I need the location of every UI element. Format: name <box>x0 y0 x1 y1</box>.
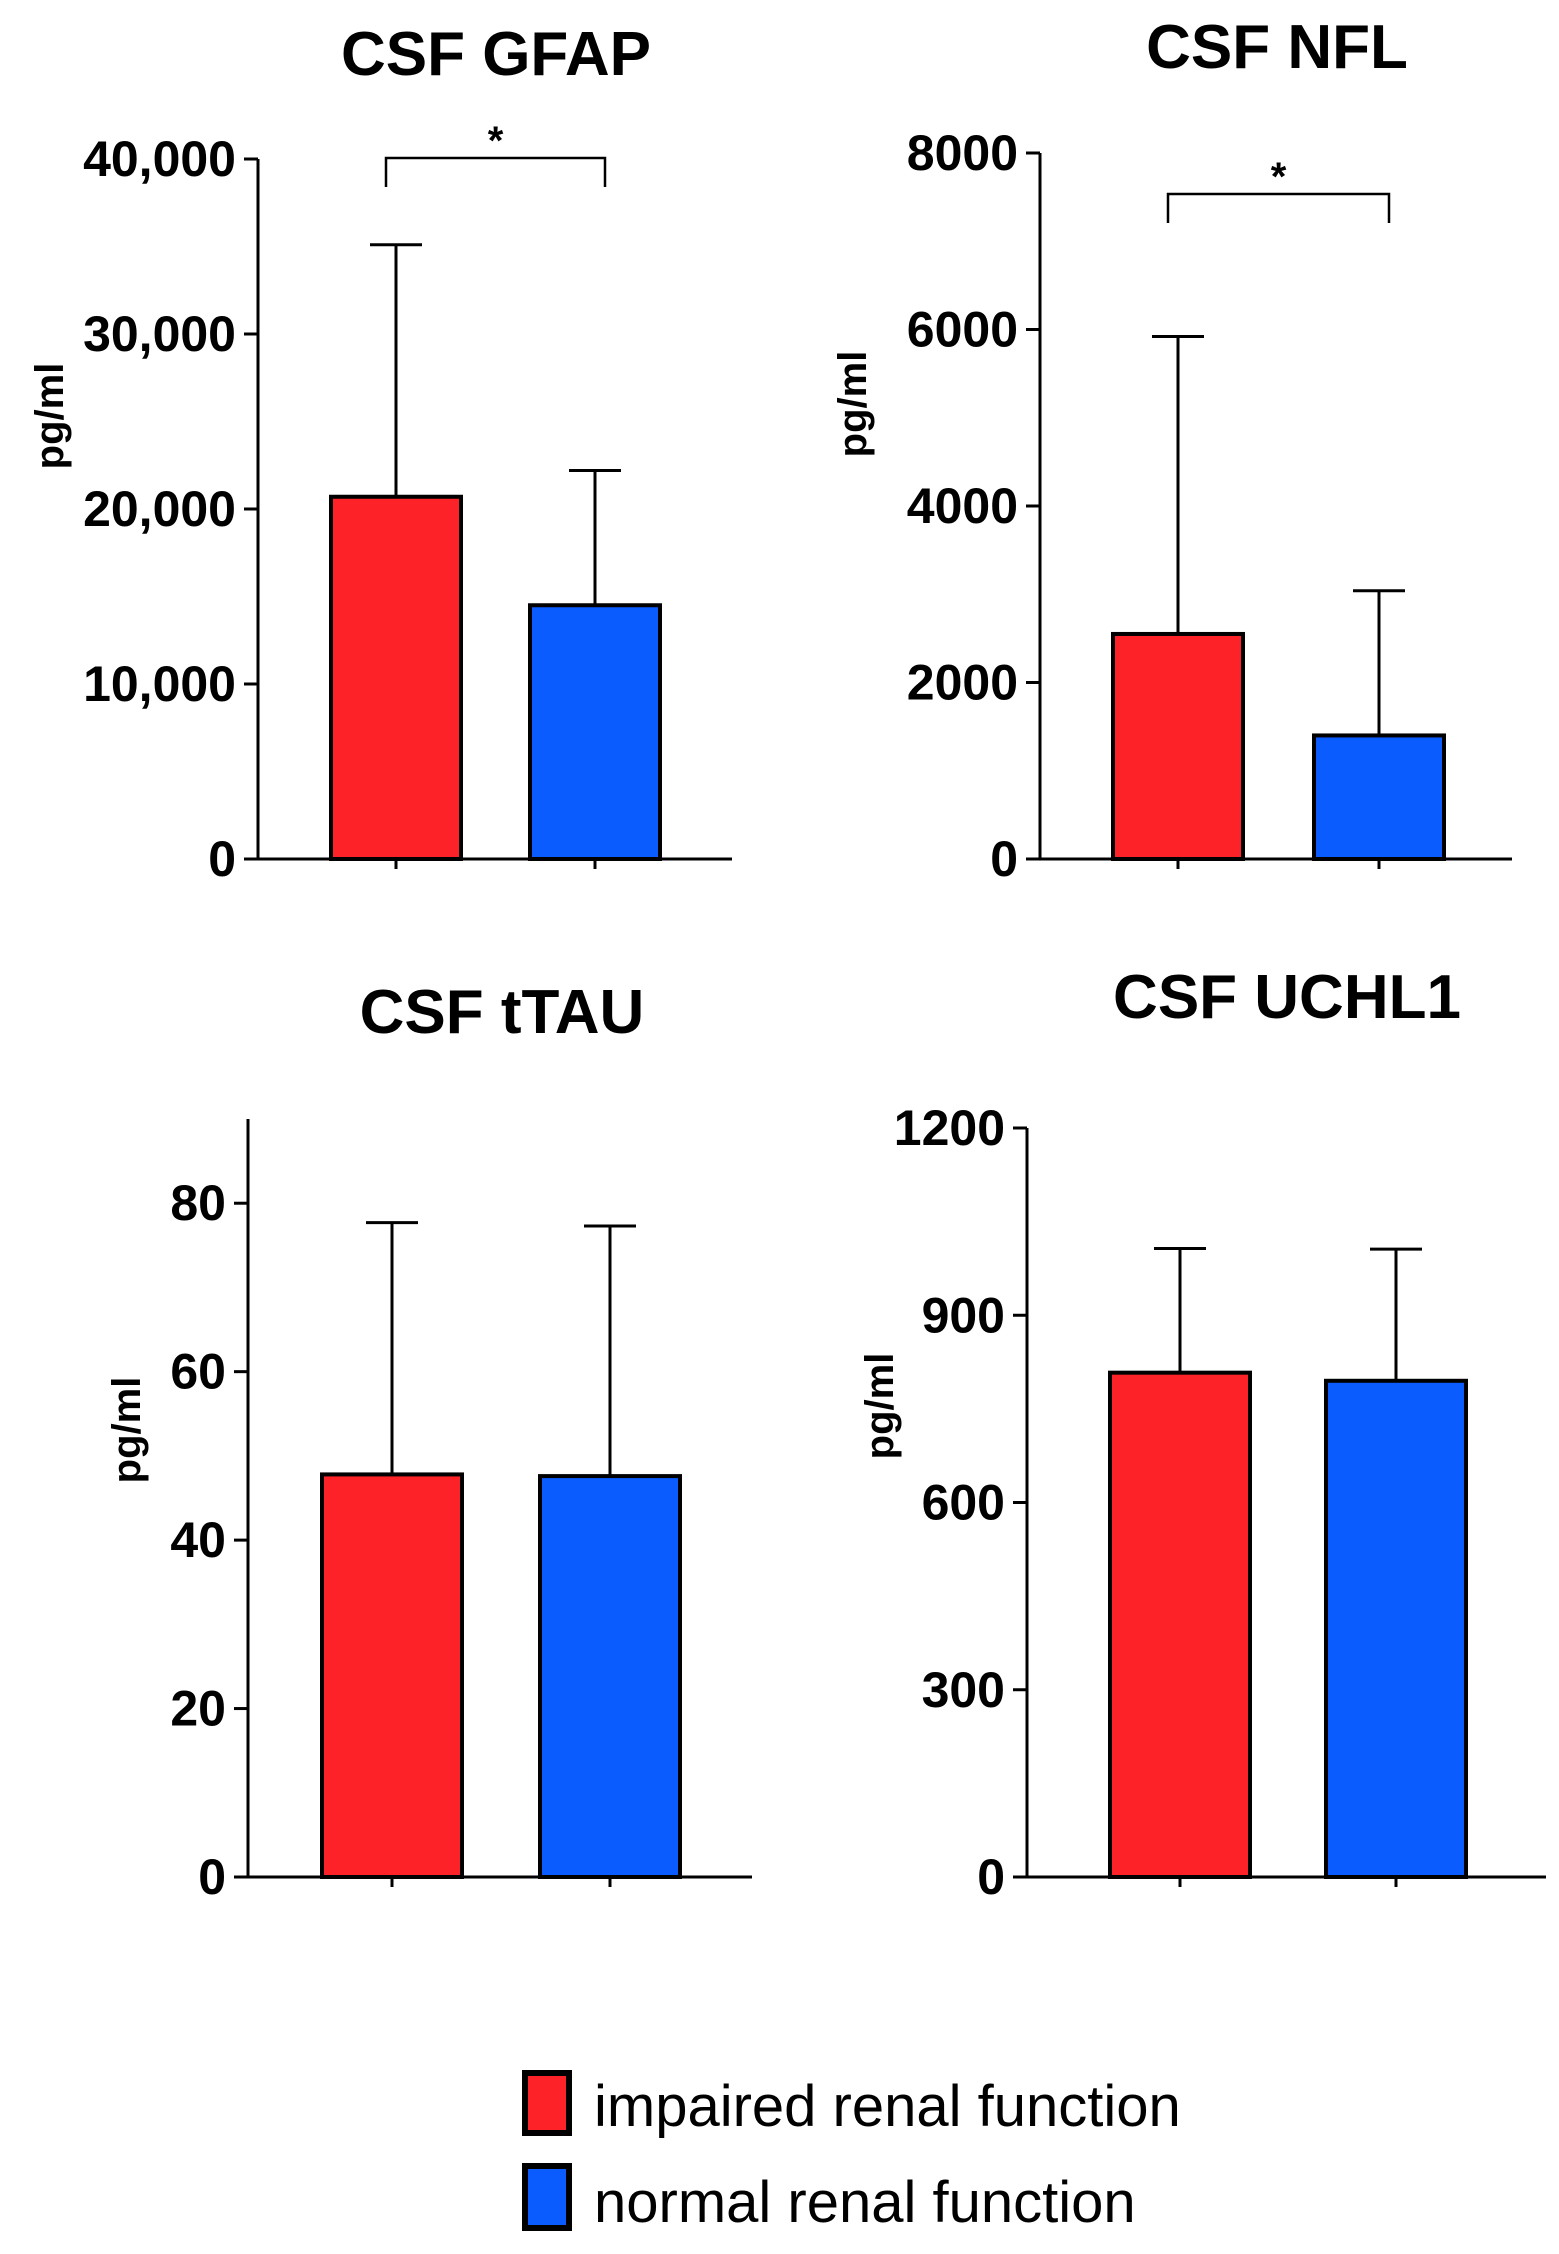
y-tick-label-ttau: 40 <box>170 1512 226 1568</box>
y-axis-label-gfap: pg/ml <box>28 363 72 470</box>
chart-title-nfl: CSF NFL <box>1146 13 1408 82</box>
y-tick-label-uchl1: 300 <box>922 1662 1005 1718</box>
significance-bracket-nfl <box>1166 192 1391 223</box>
chart-panel-gfap: CSF GFAP pg/ml 0 10,000 20,000 30,000 40,000… <box>28 20 732 887</box>
plot-area-ttau: 0 20 40 60 80 <box>170 1119 752 1905</box>
bar-impaired <box>1108 1370 1252 1879</box>
plot-area-nfl: 0 2000 4000 6000 8000 * <box>907 125 1512 887</box>
y-tick-label-nfl: 0 <box>990 831 1018 887</box>
y-tick-label-uchl1: 600 <box>922 1475 1005 1531</box>
bar-normal <box>1324 1378 1468 1879</box>
bar-impaired <box>1111 631 1245 862</box>
y-tick-label-ttau: 0 <box>198 1849 226 1905</box>
legend-label-normal: normal renal function <box>594 2170 1136 2235</box>
chart-panel-nfl: CSF NFL pg/ml 0 2000 4000 6000 8000 * <box>831 13 1512 887</box>
y-tick-label-uchl1: 1200 <box>894 1100 1005 1156</box>
y-tick-label-nfl: 4000 <box>907 478 1018 534</box>
y-tick-label-ttau: 60 <box>170 1344 226 1400</box>
y-axis-label-nfl: pg/ml <box>831 351 875 458</box>
legend-swatch-impaired <box>522 2070 572 2136</box>
legend-label-impaired: impaired renal function <box>594 2074 1181 2139</box>
bar-impaired <box>320 1472 464 1879</box>
plot-area-gfap: 0 10,000 20,000 30,000 40,000 * <box>83 119 732 887</box>
legend: impaired renal function normal renal fun… <box>522 2070 1181 2235</box>
bar-normal <box>528 603 662 861</box>
chart-panel-ttau: CSF tTAU pg/ml 0 20 40 60 80 <box>105 978 752 1905</box>
y-tick-label-ttau: 20 <box>170 1681 226 1737</box>
y-tick-label-gfap: 20,000 <box>83 481 236 537</box>
bar-normal <box>538 1474 682 1879</box>
y-tick-label-uchl1: 900 <box>922 1287 1005 1343</box>
y-tick-label-ttau: 80 <box>170 1175 226 1231</box>
y-tick-label-gfap: 0 <box>208 831 236 887</box>
significance-marker-gfap: * <box>488 119 504 163</box>
chart-panel-uchl1: CSF UCHL1 pg/ml 0 300 600 900 1200 <box>858 963 1546 1905</box>
y-axis-label-ttau: pg/ml <box>105 1377 149 1484</box>
chart-title-ttau: CSF tTAU <box>360 978 645 1047</box>
y-tick-label-uchl1: 0 <box>977 1849 1005 1905</box>
y-tick-label-nfl: 2000 <box>907 655 1018 711</box>
plot-area-uchl1: 0 300 600 900 1200 <box>894 1100 1546 1905</box>
chart-title-uchl1: CSF UCHL1 <box>1113 963 1461 1032</box>
chart-title-gfap: CSF GFAP <box>341 20 651 89</box>
y-tick-label-gfap: 10,000 <box>83 656 236 712</box>
y-tick-label-gfap: 40,000 <box>83 131 236 187</box>
y-tick-label-gfap: 30,000 <box>83 306 236 362</box>
y-tick-label-nfl: 6000 <box>907 302 1018 358</box>
significance-bracket-gfap <box>384 156 607 187</box>
bar-normal <box>1312 733 1446 862</box>
significance-marker-nfl: * <box>1271 155 1287 199</box>
bar-impaired <box>329 494 463 861</box>
y-axis-label-uchl1: pg/ml <box>858 1353 902 1460</box>
legend-swatch-normal <box>522 2163 572 2231</box>
y-tick-label-nfl: 8000 <box>907 125 1018 181</box>
